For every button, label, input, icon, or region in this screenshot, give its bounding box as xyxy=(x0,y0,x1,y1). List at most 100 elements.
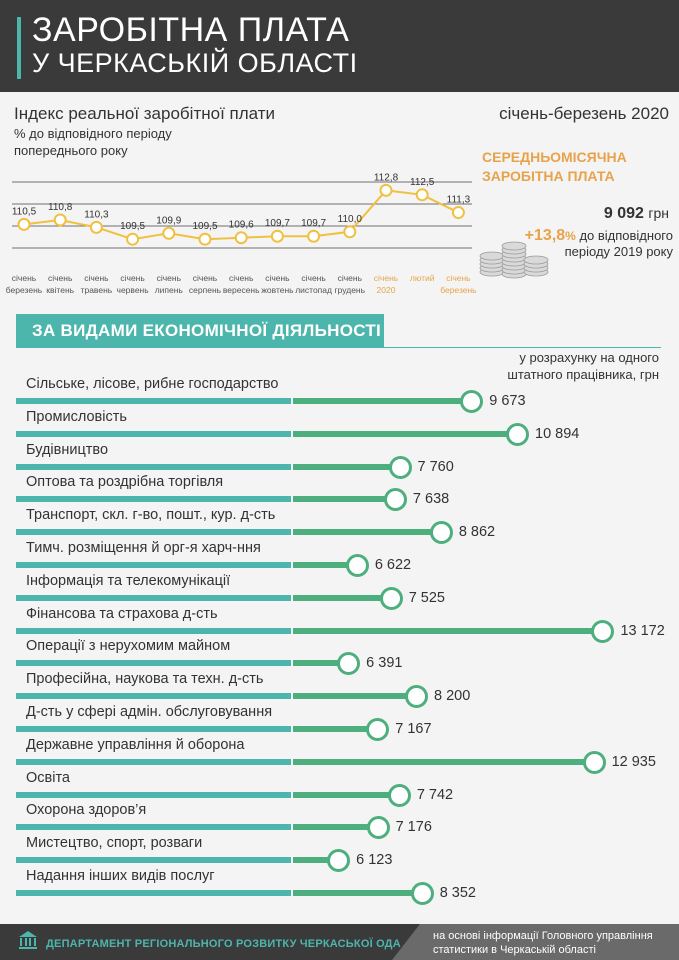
x-tick-label: січень xyxy=(48,273,73,283)
bar xyxy=(293,594,388,601)
bar-row: Охорона здоров’я 7 176 xyxy=(0,802,679,840)
x-tick-label: жовтень xyxy=(261,285,294,295)
data-point xyxy=(126,232,140,246)
building-logo-icon xyxy=(19,931,37,949)
bar-end-marker xyxy=(366,816,390,840)
x-tick-label: січень xyxy=(157,273,182,283)
bar xyxy=(293,496,392,503)
value-label: 6 391 xyxy=(366,655,403,672)
bar-track xyxy=(16,693,291,700)
x-tick-label: січень xyxy=(229,273,254,283)
per-employee-note-line2: штатного працівника, грн xyxy=(507,367,659,382)
title-line-1: ЗАРОБІТНА ПЛАТА xyxy=(32,11,350,49)
category-label: Сільське, лісове, рибне господарство xyxy=(26,376,279,392)
data-label: 110,8 xyxy=(48,202,73,213)
index-subtitle-line1: % до відповідного періоду xyxy=(14,126,172,141)
bar xyxy=(293,430,515,437)
x-tick-label: листопад xyxy=(295,285,332,295)
category-label: Будівництво xyxy=(26,441,109,458)
per-employee-note-line1: у розрахунку на одного xyxy=(519,350,659,365)
footer-left xyxy=(0,924,420,960)
average-change-line1: +13,8% до відповідного xyxy=(523,228,673,244)
data-label: 111,3 xyxy=(447,195,471,206)
value-label: 13 172 xyxy=(620,622,665,639)
average-salary-value: 9 092 грн xyxy=(604,205,669,223)
value-label: 12 935 xyxy=(611,753,656,770)
value-label: 7 525 xyxy=(408,589,445,606)
bar-end-marker xyxy=(387,783,411,807)
value-label: 7 760 xyxy=(417,458,454,475)
footer-source-note: на основі інформації Головного управлінн… xyxy=(433,929,673,957)
section-title: ЗА ВИДАМИ ЕКОНОМІЧНОЇ ДІЯЛЬНОСТІ xyxy=(16,314,384,348)
x-tick-label: травень xyxy=(81,285,113,295)
bar xyxy=(293,791,396,798)
bar-end-marker xyxy=(405,685,428,709)
x-tick-label: січень xyxy=(374,273,399,283)
data-point xyxy=(343,225,357,239)
data-label: 109,6 xyxy=(229,220,254,231)
data-label: 109,5 xyxy=(192,221,217,232)
data-label: 109,7 xyxy=(265,218,290,229)
bar-row: Професійна, наукова та техн. д-сть 8 200 xyxy=(0,671,679,709)
bar xyxy=(293,824,375,831)
bar-track xyxy=(16,890,291,896)
bar xyxy=(293,726,375,732)
bar-track xyxy=(16,726,291,732)
bar-row: Надання інших видів послуг 8 352 xyxy=(0,868,679,905)
average-value-unit: грн xyxy=(648,205,669,221)
x-tick-label: грудень xyxy=(335,285,366,295)
data-point xyxy=(451,206,465,220)
bar-row: Д-сть у сфері адмін. обслуговування 7 167 xyxy=(0,704,679,741)
bar-row: Державне управління й оборона 12 935 xyxy=(0,737,679,774)
data-point xyxy=(415,188,429,202)
x-tick-label: січень xyxy=(265,273,290,283)
value-label: 8 200 xyxy=(434,688,471,705)
index-subtitle-line2: попереднього року xyxy=(14,143,128,158)
data-point xyxy=(17,217,31,231)
bar-track xyxy=(16,529,291,536)
x-tick-label: 2020 xyxy=(377,285,396,295)
header-accent-bar xyxy=(17,17,21,79)
bar-track xyxy=(16,398,291,404)
period-label: січень-березень 2020 xyxy=(499,104,669,123)
value-label: 9 673 xyxy=(489,393,526,409)
category-label: Професійна, наукова та техн. д-сть xyxy=(26,671,264,688)
data-point xyxy=(89,220,103,234)
bar-track xyxy=(16,758,291,765)
footer-note-line2: статистики в Черкаській області xyxy=(433,944,596,956)
x-tick-label: січень xyxy=(12,273,37,283)
bar xyxy=(293,529,438,536)
average-change-text1: до відповідного xyxy=(575,228,673,243)
value-label: 6 622 xyxy=(374,557,412,573)
bar-row: Будівництво 7 760 xyxy=(0,441,679,479)
average-salary-title: СЕРЕДНЬОМІСЯЧНА ЗАРОБІТНА ПЛАТА xyxy=(482,148,627,186)
bar xyxy=(293,398,469,404)
data-point xyxy=(162,226,176,240)
x-tick-label: січень xyxy=(446,273,471,283)
x-tick-label: березень xyxy=(440,285,477,295)
data-label: 110,0 xyxy=(338,214,363,225)
bar-end-marker xyxy=(582,750,606,774)
data-label: 109,7 xyxy=(301,218,326,229)
bar xyxy=(293,627,600,634)
bar-end-marker xyxy=(591,619,615,643)
bar-track xyxy=(16,496,291,503)
bar xyxy=(293,562,354,568)
bar-track xyxy=(16,660,291,667)
data-label: 110,3 xyxy=(84,209,109,220)
bar-row: Освіта 7 742 xyxy=(0,769,679,807)
bar-end-marker xyxy=(429,521,453,545)
average-title-line2: ЗАРОБІТНА ПЛАТА xyxy=(482,168,615,184)
category-label: Д-сть у сфері адмін. обслуговування xyxy=(26,704,273,720)
bar-track xyxy=(16,463,291,470)
x-tick-label: серпень xyxy=(189,285,222,295)
bar-end-marker xyxy=(379,586,403,610)
x-tick-label: січень xyxy=(338,273,363,283)
footer-org: ДЕПАРТАМЕНТ РЕГІОНАЛЬНОГО РОЗВИТКУ ЧЕРКА… xyxy=(46,938,401,950)
data-label: 110,5 xyxy=(12,206,37,217)
category-label: Освіта xyxy=(26,769,70,786)
bar-row: Мистецтво, спорт, розваги 6 123 xyxy=(0,835,679,873)
average-value-number: 9 092 xyxy=(603,205,644,222)
title-line-2: У ЧЕРКАСЬКІЙ ОБЛАСТІ xyxy=(32,48,358,78)
bar-row: Інформація та телекомунікації 7 525 xyxy=(0,573,679,610)
